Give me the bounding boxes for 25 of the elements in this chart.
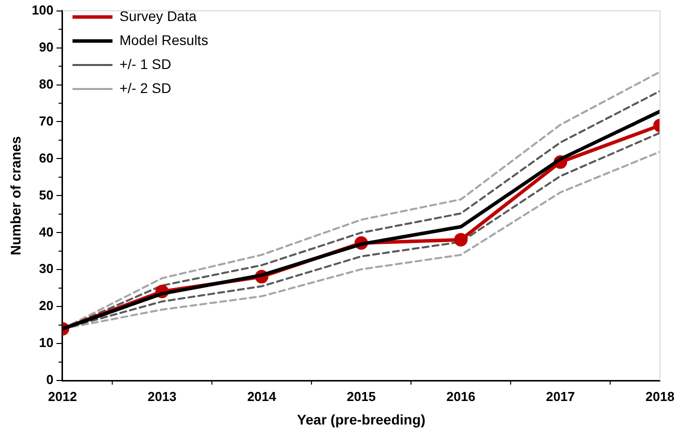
x-tick-label: 2015 (346, 388, 376, 404)
y-tick-label: 0 (46, 372, 54, 388)
y-tick-label: 50 (39, 187, 54, 202)
x-tick-label: 2018 (646, 388, 674, 404)
y-tick-label: 80 (39, 76, 54, 92)
y-tick-label: 100 (32, 2, 54, 18)
y-axis-title: Number of cranes (7, 136, 24, 256)
x-tick-label: 2012 (48, 388, 77, 404)
y-tick-label: 20 (39, 298, 54, 314)
y-tick-label: 10 (39, 335, 54, 350)
legend-label: +/- 2 SD (119, 80, 172, 96)
x-tick-label: 2014 (247, 388, 277, 404)
point (454, 232, 468, 246)
legend-label: Survey Data (119, 8, 197, 24)
x-axis-title: Year (pre-breeding) (297, 411, 426, 428)
legend-label: Model Results (119, 32, 208, 48)
y-tick-label: 70 (39, 113, 54, 128)
x-tick-label: 2017 (546, 388, 575, 404)
y-tick-label: 60 (39, 150, 54, 166)
y-tick-label: 40 (39, 224, 54, 240)
x-tick-label: 2013 (148, 388, 177, 404)
y-tick-label: 30 (39, 261, 54, 276)
legend-label: +/- 1 SD (119, 56, 172, 72)
y-tick-label: 90 (39, 39, 54, 54)
x-tick-label: 2016 (446, 388, 476, 404)
